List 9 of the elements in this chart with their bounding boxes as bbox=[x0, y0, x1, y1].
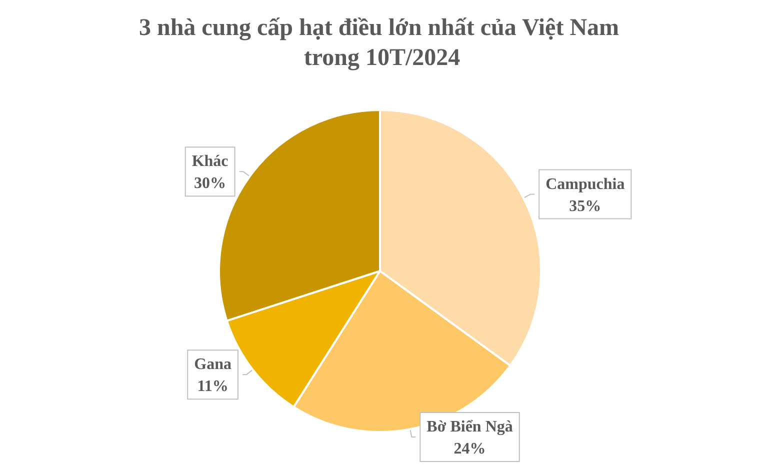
data-label: 24% bbox=[454, 440, 486, 458]
slice-label: Gana bbox=[194, 356, 232, 374]
slice-label: Campuchia bbox=[546, 176, 625, 193]
slice-label: Bờ Biển Ngà bbox=[426, 418, 513, 436]
data-label: 35% bbox=[569, 198, 602, 215]
slice-label: Khác bbox=[192, 153, 228, 170]
data-label: 11% bbox=[197, 378, 228, 396]
chart-title: 3 nhà cung cấp hạt điều lớn nhất của Việt Nam trong 10T/2024 bbox=[138, 15, 626, 71]
data-label: 30% bbox=[194, 175, 226, 192]
